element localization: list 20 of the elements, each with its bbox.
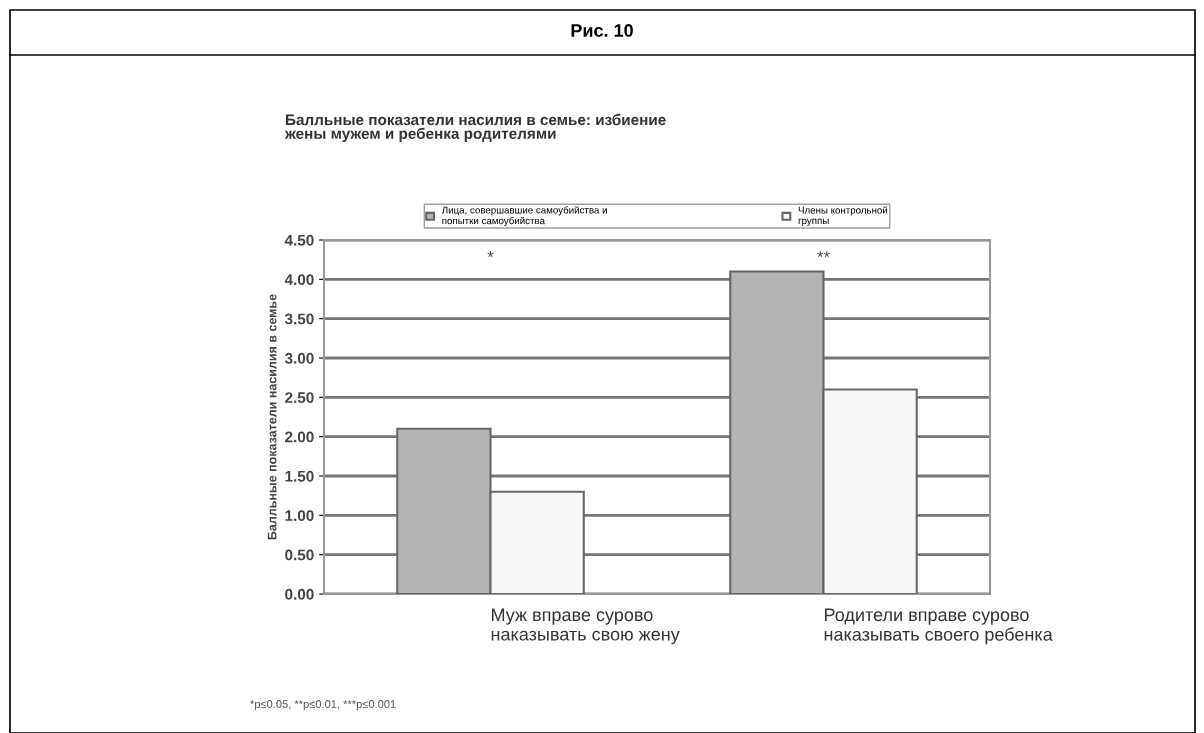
text: *p≤0.05, **p≤0.01, ***p≤0.001 (250, 700, 396, 711)
chart-title: Рис. 10 (571, 24, 633, 37)
x-tick-label: Родители вправе сурово наказывать своего ребенка (824, 608, 1053, 645)
y-tick-label: 0.00 (285, 588, 314, 600)
y-tick-label: 3.50 (284, 313, 314, 325)
y-tick-label: 1.00 (285, 510, 314, 522)
y-tick-label: 4.00 (284, 274, 314, 286)
y-tick-label: 4.50 (284, 234, 314, 246)
annotation: * (487, 251, 494, 258)
chart-subtitle: Балльные показатели насилия в семье: избиение жены мужем и ребенка родителями (284, 113, 666, 143)
y-tick-label: 1.50 (285, 470, 314, 482)
legend-label: Члены контрольной группы (798, 206, 888, 227)
y-axis-title: Балльные показатели насилия в семье (267, 294, 277, 540)
y-tick-label: 3.00 (284, 352, 314, 364)
y-tick-label: 2.00 (285, 431, 314, 443)
y-tick-label: 2.50 (285, 392, 314, 404)
annotation: ** (817, 251, 830, 258)
x-tick-label: Муж вправе сурово наказывать свою жену (491, 608, 680, 645)
legend-label: Лица, совершавшие самоубийства и попытки самоубийства (441, 206, 607, 227)
y-tick-label: 0.50 (285, 549, 314, 561)
